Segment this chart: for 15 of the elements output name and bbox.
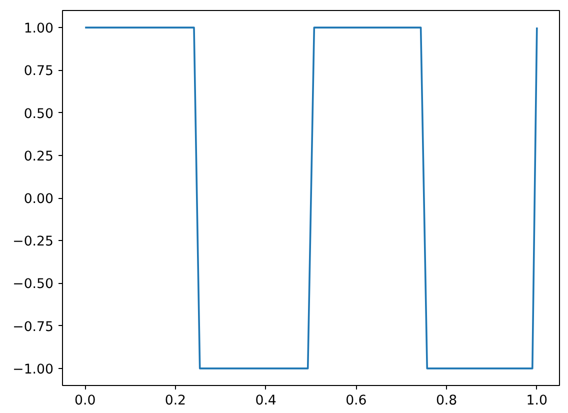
y-tick-label: −0.75 [12, 320, 54, 335]
x-tick-label: 0.2 [164, 394, 186, 408]
y-tick-label: −0.50 [12, 277, 54, 292]
y-tick-label: 0.25 [24, 149, 54, 164]
x-tick-label: 0.6 [346, 394, 367, 408]
y-tick-label: −1.00 [12, 362, 54, 378]
x-tick-label: 0.8 [436, 394, 458, 408]
y-tick-label: 0.50 [24, 106, 54, 122]
x-tick-label: 0.4 [255, 394, 276, 408]
y-tick-label: −0.25 [12, 234, 54, 250]
y-tick-label: 0.75 [24, 64, 54, 80]
y-tick-label: 1.00 [24, 22, 54, 37]
x-tick-label: 1.0 [526, 394, 548, 408]
y-tick-label: 0.00 [24, 192, 54, 207]
x-tick-label: 0.0 [74, 394, 96, 408]
